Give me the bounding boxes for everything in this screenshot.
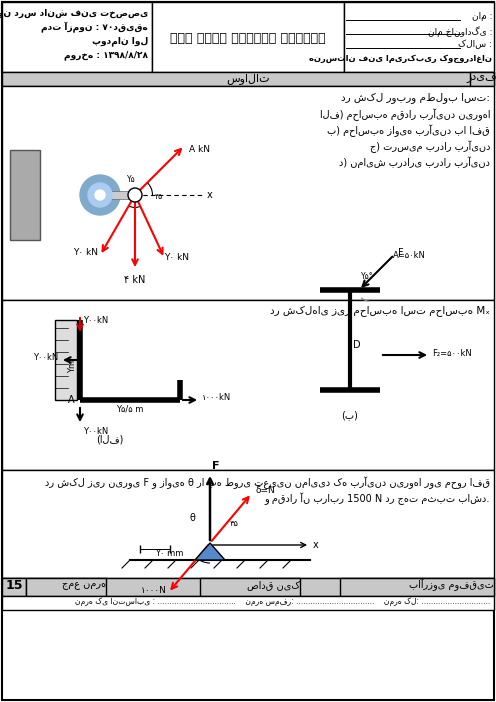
Bar (2, 578, 26, 596)
Circle shape (95, 190, 105, 200)
Text: ۱۰۰۰kN: ۱۰۰۰kN (202, 394, 231, 402)
Text: کلاس :: کلاس : (458, 40, 492, 49)
Text: و مقدار آن برابر 1500 N در جهت مثبت باشد.: و مقدار آن برابر 1500 N در جهت مثبت باشد… (265, 492, 490, 505)
Text: الف) محاسبه مقدار برآیند نیروها: الف) محاسبه مقدار برآیند نیروها (319, 108, 490, 121)
Text: D: D (353, 340, 361, 350)
Text: مورخه : ۱۳۹۸/۸/۲۸: مورخه : ۱۳۹۸/۸/۲۸ (64, 50, 148, 60)
Text: سوالات: سوالات (226, 73, 270, 84)
Text: ۱۰۰۰N: ۱۰۰۰N (140, 586, 166, 595)
Bar (2, 86, 494, 300)
Text: جمع نمره: جمع نمره (62, 580, 106, 590)
Text: ۴۵: ۴۵ (155, 192, 163, 201)
Text: ۴ kN: ۴ kN (124, 275, 146, 285)
Text: ردیف: ردیف (467, 73, 496, 83)
Bar (2, 596, 494, 610)
Text: A: A (68, 395, 75, 405)
Bar (2, 470, 494, 578)
Text: θ: θ (189, 513, 195, 523)
Text: Y۰۰kN: Y۰۰kN (83, 316, 108, 325)
Text: نام :: نام : (472, 12, 492, 21)
Text: x: x (207, 190, 213, 200)
Text: ب) محاسبه زاویه برآیند با افق: ب) محاسبه زاویه برآیند با افق (327, 124, 490, 136)
Text: x: x (313, 540, 319, 550)
Text: در شکل روبرو مطلوب است:: در شکل روبرو مطلوب است: (341, 92, 490, 103)
Text: ج) ترسیم بردار برآیند: ج) ترسیم بردار برآیند (370, 140, 490, 152)
Text: Y۵/۵ m: Y۵/۵ m (117, 405, 144, 414)
Text: Y۵: Y۵ (126, 175, 135, 184)
Bar (470, 72, 494, 86)
Text: Ym: Ym (68, 360, 77, 373)
Text: (ب): (ب) (342, 410, 359, 420)
Text: در شکل‌های زیر محاسبه است محاسبه Mₓ: در شکل‌های زیر محاسبه است محاسبه Mₓ (270, 305, 490, 316)
Text: در شکل زیر نیروی F و زاویه θ را به طوری تعیین نمایید که برآیند نیروها روی محور ا: در شکل زیر نیروی F و زاویه θ را به طوری … (45, 476, 490, 489)
Bar (152, 2, 344, 72)
Text: F: F (398, 249, 403, 258)
Bar (26, 578, 106, 596)
Text: ۴۵: ۴۵ (230, 519, 239, 527)
Text: Y۰ kN: Y۰ kN (164, 253, 189, 262)
Text: A=۵۰kN: A=۵۰kN (393, 251, 426, 260)
Text: A kN: A kN (189, 145, 210, 154)
Bar (2, 2, 152, 72)
Text: F: F (212, 461, 220, 471)
Text: Y۰۰kN: Y۰۰kN (33, 354, 58, 362)
Text: پودمان اول: پودمان اول (92, 36, 148, 46)
Text: Y۵°: Y۵° (361, 272, 373, 281)
Text: δ=N: δ=N (256, 486, 275, 496)
Text: بسم الله الرحمن الرحیم: بسم الله الرحمن الرحیم (170, 32, 326, 44)
Text: د) نمایش برداری بردار برآیند: د) نمایش برداری بردار برآیند (339, 156, 490, 168)
Text: Y۰ mm: Y۰ mm (155, 548, 184, 557)
Text: (الف): (الف) (96, 435, 124, 445)
Bar (344, 2, 494, 72)
Polygon shape (195, 543, 225, 560)
Text: F₂=۵۰۰kN: F₂=۵۰۰kN (432, 348, 472, 357)
Bar (10, 150, 40, 240)
Text: Y۰ kN: Y۰ kN (73, 248, 98, 257)
Text: نام خانوادگی :: نام خانوادگی : (428, 26, 492, 37)
Bar (92, 191, 132, 199)
Circle shape (80, 175, 120, 215)
Text: باآرزوی موفقیت: باآرزوی موفقیت (409, 578, 494, 591)
Text: مدت آزمون : ۷۰دقیقه: مدت آزمون : ۷۰دقیقه (41, 22, 148, 33)
Bar (200, 578, 300, 596)
Bar (2, 300, 494, 470)
Text: نمره کی انتسابی : .................................    نمره سمفر: ..............: نمره کی انتسابی : ......................… (75, 597, 490, 606)
Bar (2, 2, 494, 72)
Text: آزمون درس دانش فنی تخصصی: آزمون درس دانش فنی تخصصی (0, 8, 148, 19)
Text: هنرستان فنی امیرکبیر کوجورداغان: هنرستان فنی امیرکبیر کوجورداغان (309, 54, 492, 63)
Circle shape (128, 188, 142, 202)
Text: صادق نیک: صادق نیک (247, 580, 300, 590)
Bar (2, 578, 494, 596)
Circle shape (88, 183, 112, 207)
Bar (340, 578, 494, 596)
Bar (2, 72, 494, 86)
Text: Y۰۰kN: Y۰۰kN (83, 427, 108, 436)
Bar (55, 320, 77, 400)
Text: 15: 15 (5, 579, 23, 592)
